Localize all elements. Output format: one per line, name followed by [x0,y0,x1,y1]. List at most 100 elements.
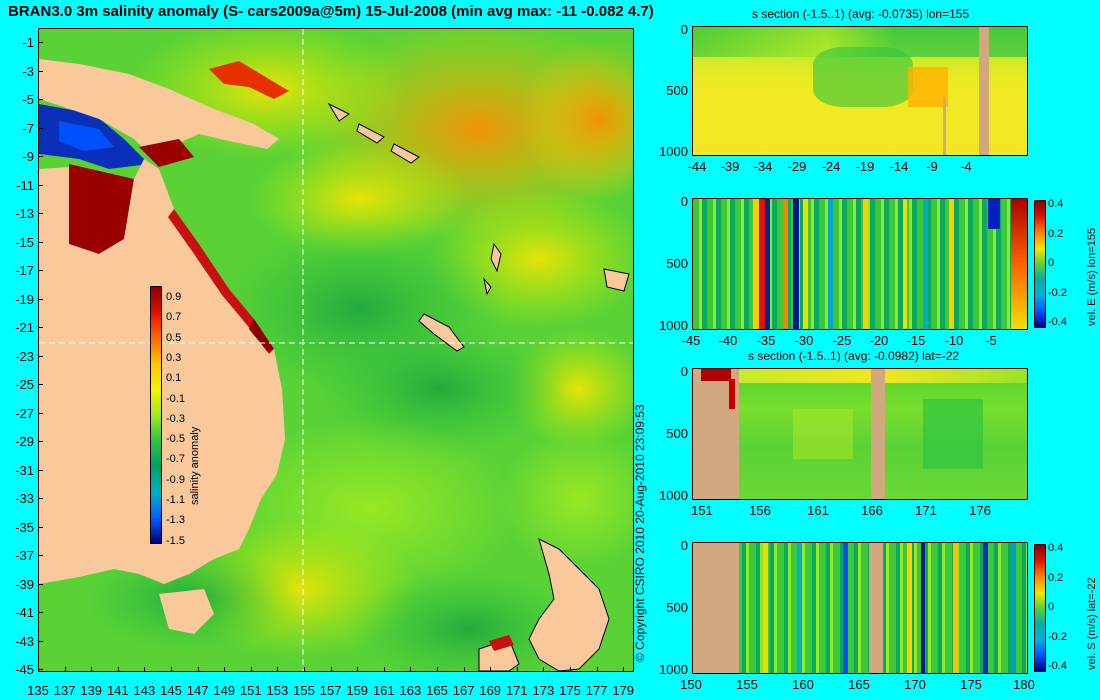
latitude-tick-mark [38,612,43,613]
latitude-tick-label: -43 [15,633,34,649]
velocity-colorbar-tick-label: -0.2 [1048,630,1067,643]
panel-2-colorbar [1034,200,1046,328]
longitude-tick-mark [543,667,545,672]
longitude-tick-mark [64,667,66,672]
latitude-tick-mark [38,640,43,642]
longitude-tick-mark [437,667,438,672]
latitude-tick-mark [38,184,43,186]
longitude-tick-label: 135 [27,683,49,698]
panel-3-plot [692,368,1028,500]
latitude-tick-mark [38,355,43,357]
longitude-tick-mark [224,667,226,672]
colorbar-tick-label: -1.1 [166,494,185,506]
longitude-tick-label: 165 [426,683,448,698]
latitude-tick-label: -19 [15,291,34,307]
latitude-tick-mark [38,70,43,72]
salinity-map [38,28,634,672]
depth-tick-label: 0 [680,194,688,209]
depth-tick-label: 500 [666,256,688,271]
longitude-tick-mark [38,667,39,672]
latitude-tick-label: -33 [15,491,34,506]
colorbar-tick-label: 0.5 [166,331,182,344]
longitude-tick-label: 147 [186,683,209,698]
section-x-tick-label: 160 [792,677,814,692]
colorbar-tick-label: -0.9 [166,473,185,486]
depth-tick-label: 500 [666,600,688,615]
section-x-tick-label: 170 [904,677,926,692]
latitude-tick-label: -35 [15,519,34,535]
section-x-tick-label: -19 [855,159,875,174]
colorbar-tick-label: -0.3 [166,412,185,425]
section-x-tick-label: 155 [736,677,758,692]
latitude-tick-label: -25 [15,377,34,392]
depth-tick-label: 0 [680,22,688,37]
longitude-tick-label: 151 [239,683,262,698]
panel-1-plot [692,26,1028,156]
section-x-tick-label: 150 [680,677,702,692]
section-x-tick-label: 156 [749,503,771,518]
section-x-tick-label: 165 [848,677,870,692]
latitude-tick-mark [38,412,43,414]
longitude-tick-label: 169 [479,683,502,698]
longitude-tick-label: 175 [559,683,581,698]
colorbar-tick-label: -0.7 [166,453,185,466]
latitude-tick-label: -39 [15,576,34,592]
figure-title: BRAN3.0 3m salinity anomaly (S- cars2009… [8,3,654,20]
longitude-tick-mark [570,667,571,672]
depth-tick-label: 0 [680,538,688,553]
panel-1-title: s section (-1.5..1) (avg: -0.0735) lon=1… [752,7,970,21]
latitude-tick-label: -7 [22,120,34,136]
colorbar-tick-label: -1.5 [166,534,185,547]
section-x-tick-label: -5 [985,333,997,348]
longitude-tick-mark [357,667,359,672]
velocity-colorbar-tick-label: -0.2 [1048,286,1067,299]
longitude-tick-label: 141 [106,683,129,698]
latitude-tick-label: -37 [15,548,34,563]
longitude-tick-label: 179 [612,683,635,698]
longitude-tick-label: 155 [293,683,315,698]
longitude-tick-mark [91,667,93,672]
longitude-tick-label: 161 [372,683,395,698]
latitude-tick-label: -5 [22,92,34,107]
section-x-tick-label: -40 [718,333,738,348]
latitude-tick-label: -21 [15,320,34,335]
colorbar-tick-label: 0.9 [166,291,182,303]
longitude-tick-label: 143 [133,683,156,698]
depth-tick-label: 500 [666,426,688,441]
section-x-tick-label: -29 [787,159,807,174]
latitude-tick-mark [38,270,43,271]
panel-4-plot [692,542,1028,674]
depth-tick-label: 1000 [659,144,688,159]
depth-tick-label: 1000 [659,662,688,677]
panel-4-colorbar-label: vel. S (m/s) lat=-22 [1086,577,1098,670]
latitude-tick-label: -17 [15,263,34,278]
longitude-tick-label: 171 [505,683,528,698]
section-x-tick-label: -35 [756,333,776,348]
colorbar-tick-label: 0.3 [166,351,182,364]
panel-4-colorbar [1034,544,1046,672]
longitude-tick-label: 157 [319,683,342,698]
colorbar-tick-label: -1.3 [166,514,185,527]
section-x-tick-label: 176 [969,503,991,518]
section-x-tick-label: -15 [906,333,926,348]
longitude-tick-mark [490,667,492,672]
salinity-map-svg [39,29,633,671]
latitude-tick-mark [38,213,43,214]
latitude-tick-label: -3 [22,63,34,79]
latitude-tick-mark [38,127,43,129]
latitude-tick-label: -11 [16,177,34,193]
copyright-text: © Copyright CSIRO 2010 20-Aug-2010 23:09… [633,404,647,662]
latitude-tick-label: -29 [15,434,34,449]
section-x-tick-label: 151 [691,503,713,518]
section-x-tick-label: -4 [960,159,972,174]
velocity-colorbar-tick-label: 0.2 [1048,227,1064,240]
longitude-tick-label: 167 [452,683,475,698]
latitude-tick-mark [38,384,43,385]
longitude-tick-label: 139 [80,683,103,698]
depth-tick-label: 0 [680,364,688,379]
longitude-tick-mark [383,667,385,672]
latitude-tick-label: -27 [15,405,34,421]
longitude-tick-label: 159 [346,683,369,698]
section-x-tick-label: -25 [832,333,852,348]
latitude-tick-mark [38,469,43,471]
